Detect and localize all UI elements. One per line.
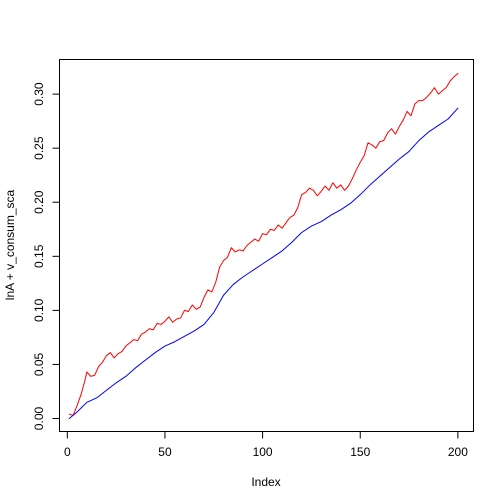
y-tick-label: 0.25 — [32, 136, 46, 160]
series-line-2 — [68, 107, 459, 420]
x-tick-label: 150 — [350, 445, 370, 459]
x-tick-label: 50 — [158, 445, 172, 459]
y-tick-label: 0.20 — [32, 190, 46, 214]
y-tick-label: 0.15 — [32, 244, 46, 268]
x-tick-label: 200 — [448, 445, 468, 459]
y-tick-label: 0.10 — [32, 298, 46, 322]
x-tick-label: 100 — [253, 445, 273, 459]
y-axis: 0.00 0.05 0.10 0.15 0.20 0.25 0.30 — [32, 82, 60, 430]
x-axis-label: Index — [251, 475, 280, 489]
y-axis-label: lnA + v_consum_sca — [3, 189, 17, 300]
x-axis: 0 50 100 150 200 — [64, 431, 468, 459]
x-tick-label: 0 — [64, 445, 71, 459]
series-layer — [68, 73, 459, 420]
y-tick-label: 0.05 — [32, 352, 46, 376]
series-line-1 — [68, 73, 459, 416]
y-tick-label: 0.30 — [32, 82, 46, 106]
y-tick-label: 0.00 — [32, 407, 46, 431]
